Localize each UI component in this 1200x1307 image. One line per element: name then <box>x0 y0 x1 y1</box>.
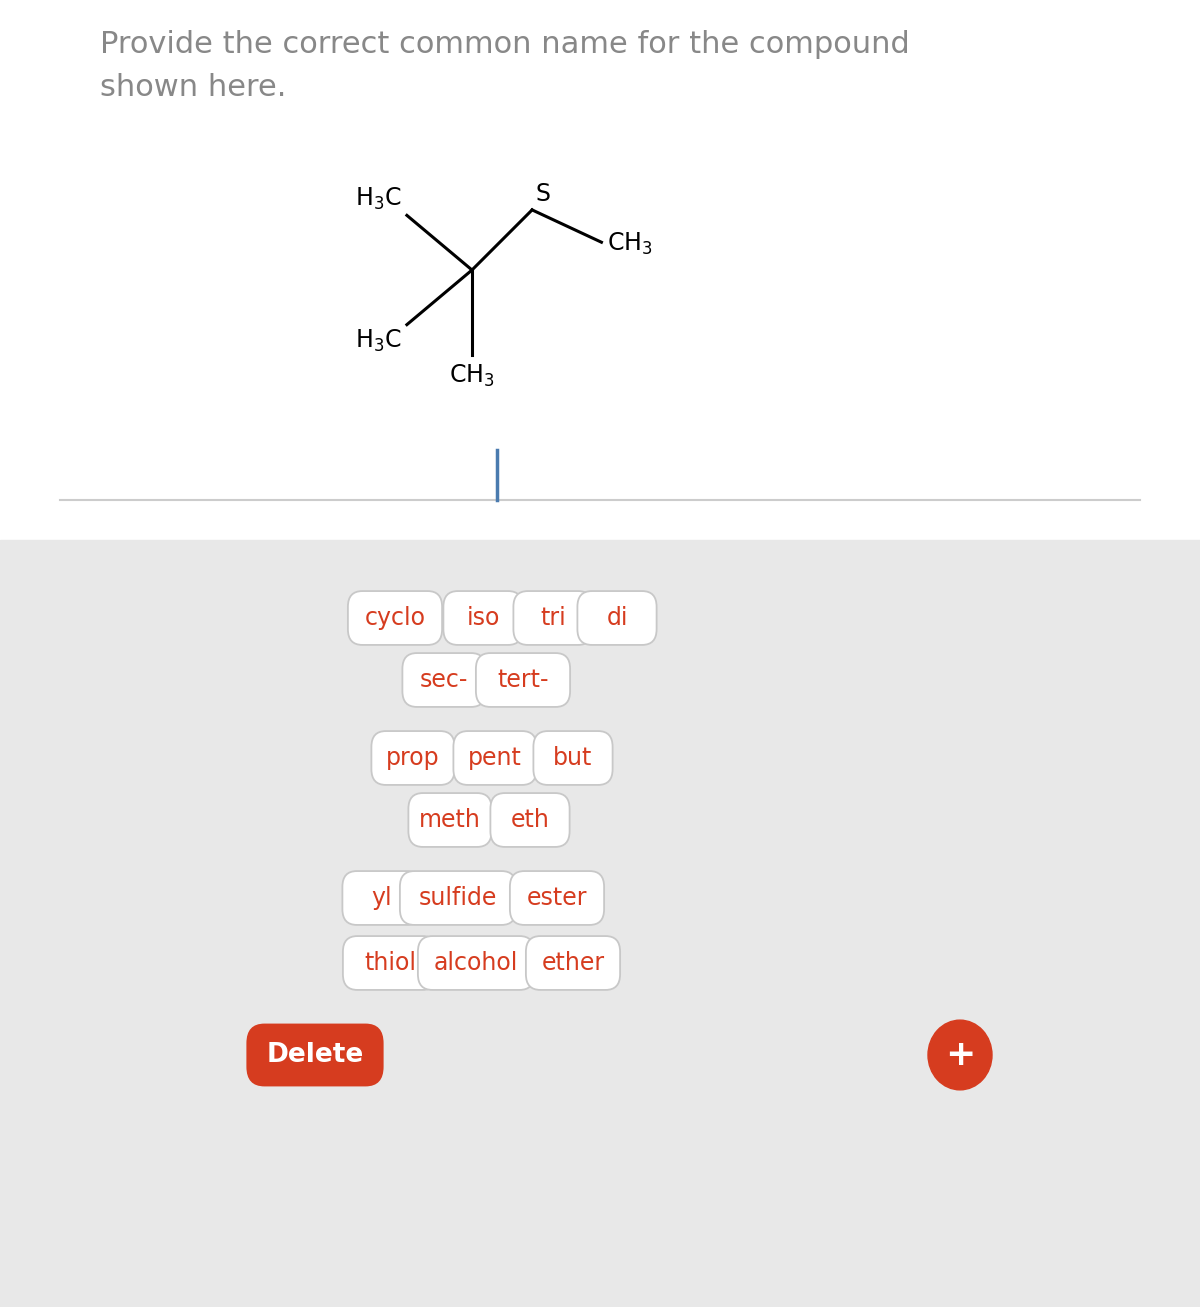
FancyBboxPatch shape <box>454 731 536 786</box>
FancyBboxPatch shape <box>348 591 442 644</box>
FancyBboxPatch shape <box>342 870 421 925</box>
Text: thiol: thiol <box>364 951 416 975</box>
Text: iso: iso <box>467 606 499 630</box>
FancyBboxPatch shape <box>510 870 604 925</box>
Text: H$_3$C: H$_3$C <box>355 328 402 354</box>
Text: sec-: sec- <box>420 668 468 691</box>
FancyBboxPatch shape <box>577 591 656 644</box>
FancyBboxPatch shape <box>533 731 612 786</box>
Text: sulfide: sulfide <box>419 886 497 910</box>
FancyBboxPatch shape <box>514 591 593 644</box>
Text: S: S <box>535 182 550 207</box>
Text: alcohol: alcohol <box>434 951 518 975</box>
Text: but: but <box>553 746 593 770</box>
Text: H$_3$C: H$_3$C <box>355 186 402 212</box>
FancyBboxPatch shape <box>343 936 437 989</box>
FancyBboxPatch shape <box>408 793 492 847</box>
Text: +: + <box>944 1038 976 1072</box>
FancyBboxPatch shape <box>444 591 523 644</box>
Text: CH$_3$: CH$_3$ <box>607 231 653 257</box>
Text: Provide the correct common name for the compound
shown here.: Provide the correct common name for the … <box>100 30 910 102</box>
Bar <box>0 540 1200 1307</box>
FancyBboxPatch shape <box>400 870 516 925</box>
Text: ester: ester <box>527 886 587 910</box>
Text: tert-: tert- <box>497 668 548 691</box>
FancyBboxPatch shape <box>526 936 620 989</box>
Text: di: di <box>606 606 628 630</box>
Text: yl: yl <box>372 886 392 910</box>
Text: meth: meth <box>419 808 481 833</box>
Text: CH$_3$: CH$_3$ <box>449 363 494 389</box>
Circle shape <box>928 1021 992 1090</box>
FancyBboxPatch shape <box>476 654 570 707</box>
Text: Delete: Delete <box>266 1042 364 1068</box>
FancyBboxPatch shape <box>246 1023 384 1086</box>
Text: pent: pent <box>468 746 522 770</box>
FancyBboxPatch shape <box>491 793 570 847</box>
Text: prop: prop <box>386 746 440 770</box>
Text: eth: eth <box>510 808 550 833</box>
Bar <box>0 0 1200 540</box>
FancyBboxPatch shape <box>418 936 534 989</box>
Text: tri: tri <box>540 606 566 630</box>
Text: ether: ether <box>541 951 605 975</box>
Text: cyclo: cyclo <box>365 606 426 630</box>
FancyBboxPatch shape <box>402 654 486 707</box>
FancyBboxPatch shape <box>372 731 455 786</box>
